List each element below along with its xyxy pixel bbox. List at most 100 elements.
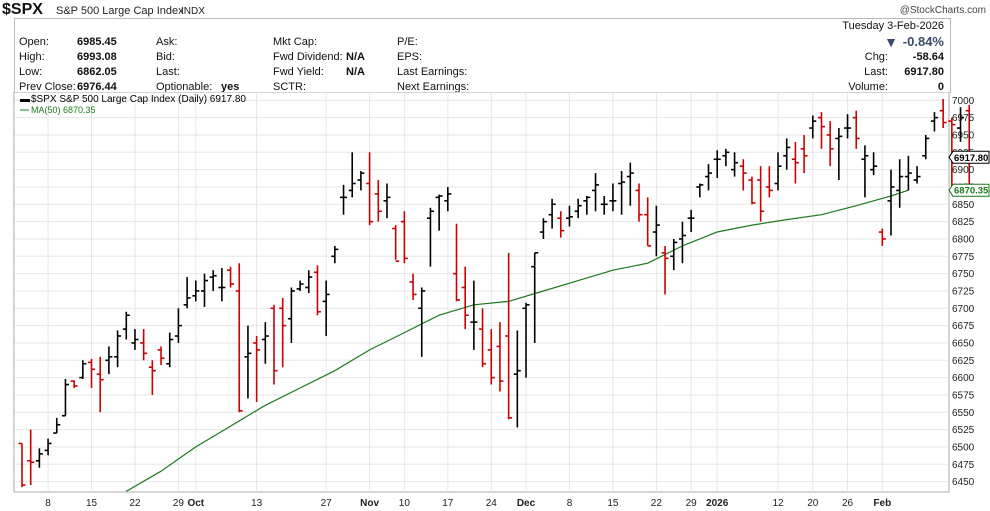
ohlc-bar [487, 329, 495, 385]
last-earnings-label: Last Earnings: [397, 66, 468, 78]
ohlc-bar [939, 98, 947, 129]
ohlc-bar [592, 173, 600, 212]
x-tick-label: 2026 [706, 498, 729, 509]
ohlc-bar [522, 302, 530, 378]
ohlc-bar [870, 152, 878, 176]
ohlc-bar [600, 195, 608, 215]
ohlc-bar [218, 268, 226, 302]
down-arrow-icon: ▼ [884, 34, 898, 50]
price-tags: 6917.80 6870.35 [948, 150, 990, 197]
ohlc-bar [200, 273, 208, 307]
ohlc-bar [479, 308, 487, 368]
ohlc-bar [470, 280, 478, 350]
ohlc-bar [618, 171, 626, 215]
ohlc-bar [418, 287, 426, 357]
y-tick-label: 6550 [952, 408, 975, 419]
chg-value: -58.64 [912, 51, 944, 63]
ohlc-bar [626, 162, 634, 206]
ohlc-bar [340, 184, 348, 215]
y-tick-label: 6975 [952, 113, 975, 124]
ohlc-bar [366, 152, 374, 226]
y-tick-label: 6625 [952, 356, 975, 367]
ohlc-bar [957, 107, 965, 142]
ohlc-bar [930, 112, 938, 132]
x-tick-label: 24 [486, 498, 498, 509]
prev-close-value: 6976.44 [77, 81, 117, 93]
low-value: 6862.05 [77, 66, 117, 78]
ohlc-bar [313, 265, 321, 316]
ma-value-tag-box [948, 183, 990, 197]
ohlc-bar [722, 148, 730, 167]
ohlc-bar [757, 166, 765, 222]
ohlc-bar [765, 166, 773, 198]
ma50-line [125, 189, 909, 492]
x-tick-label: 15 [607, 498, 619, 509]
ohlc-bar [878, 228, 886, 246]
ohlc-bar [531, 252, 539, 343]
ohlc-bar [670, 238, 678, 271]
y-tick-label: 6450 [952, 477, 975, 488]
optionable-label: Optionable: [156, 81, 213, 93]
ohlc-bar [53, 417, 61, 434]
x-tick-label: 29 [686, 498, 698, 509]
y-axis: 6450 6475 6500 6525 6550 6575 6600 6625 6650 6675… [952, 96, 975, 488]
ohlc-bar [227, 266, 235, 288]
ohlc-bar [678, 221, 686, 264]
high-label: High: [19, 51, 45, 63]
ohlc-bar [44, 438, 52, 456]
ohlc-bar [374, 180, 382, 222]
x-tick-label: 22 [651, 498, 663, 509]
ohlc-bar [461, 266, 469, 330]
eps-label: EPS: [397, 51, 423, 63]
y-tick-label: 6825 [952, 217, 975, 228]
ohlc-bar [400, 211, 408, 264]
ohlc-bar [426, 207, 434, 267]
x-axis: 8 15 22 29 Oct 13 27 Nov 10 17 24 Dec 8 15 22 29 2026 12 2… [45, 498, 891, 509]
ohlc-bar [305, 270, 313, 294]
ohlc-bar [731, 152, 739, 177]
ohlc-bar [774, 152, 782, 191]
stockcharts-credit[interactable]: @StockCharts.com [899, 5, 986, 16]
x-tick-label: Oct [187, 498, 204, 509]
ohlc-bar [739, 159, 747, 191]
y-tick-label: 6500 [952, 442, 975, 453]
y-tick-label: 6900 [952, 165, 975, 176]
ohlc-bar [444, 186, 452, 212]
ohlc-bar [809, 115, 817, 139]
y-tick-label: 6750 [952, 269, 975, 280]
y-tick-label: 6775 [952, 252, 975, 263]
sctr-label: SCTR: [273, 81, 306, 93]
ohlc-bar [79, 360, 87, 380]
ohlc-bar [235, 263, 243, 413]
ohlc-bar [705, 164, 713, 191]
ohlc-bar [70, 380, 78, 389]
y-tick-label: 6800 [952, 234, 975, 245]
ohlc-bar [88, 358, 96, 389]
ohlc-bar [453, 223, 460, 302]
ohlc-bar [114, 330, 122, 368]
ohlc-bar [748, 176, 756, 205]
ohlc-bar [852, 110, 860, 149]
x-tick-label: 20 [807, 498, 819, 509]
price-chart[interactable]: 6450 6475 6500 6525 6550 6575 6600 6625 6650 6675… [0, 92, 990, 511]
pct-change: -0.84% [902, 34, 944, 49]
y-tick-label: 6650 [952, 338, 975, 349]
ohlc-bar [861, 145, 869, 198]
low-label: Low: [19, 66, 43, 78]
ohlc-bar [174, 308, 182, 343]
ohlc-bar [835, 128, 843, 181]
x-tick-label: Nov [360, 498, 379, 509]
last-price-value: 6917.80 [904, 66, 944, 78]
ohlc-bar [348, 152, 356, 198]
x-tick-label: 15 [86, 498, 98, 509]
ma50-polyline [125, 189, 909, 492]
x-tick-label: 26 [842, 498, 854, 509]
quote-panel: Open: 6985.45 High: 6993.08 Low: 6862.05… [14, 18, 951, 93]
x-tick-label: 29 [173, 498, 185, 509]
ohlc-bar [183, 277, 191, 309]
y-tick-label: 6850 [952, 200, 975, 211]
symbol[interactable]: $SPX [2, 1, 43, 18]
y-tick-label: 6525 [952, 425, 975, 436]
ohlc-bar [287, 287, 295, 343]
volume-label: Volume: [848, 81, 888, 93]
